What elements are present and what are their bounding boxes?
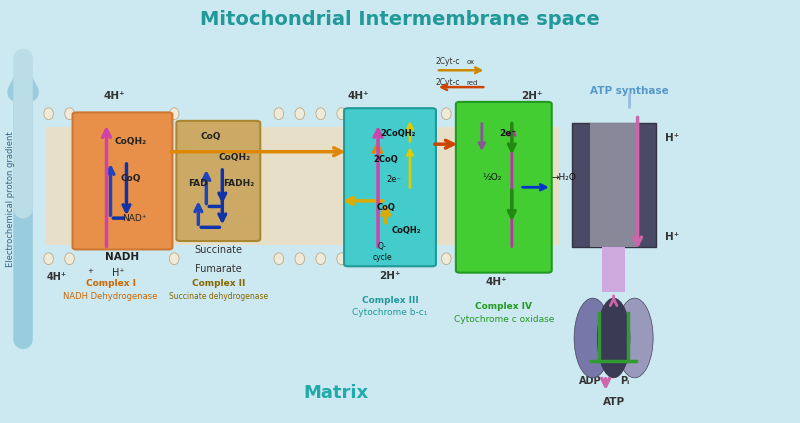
Text: CoQH₂: CoQH₂ <box>218 153 250 162</box>
Text: ADP: ADP <box>579 376 602 386</box>
FancyBboxPatch shape <box>602 247 626 291</box>
Ellipse shape <box>442 253 451 265</box>
FancyBboxPatch shape <box>572 123 655 247</box>
Text: Complex III: Complex III <box>362 296 418 305</box>
Ellipse shape <box>337 108 346 120</box>
Ellipse shape <box>337 253 346 265</box>
Text: FAD: FAD <box>189 179 208 188</box>
Text: 2H⁺: 2H⁺ <box>521 91 542 101</box>
FancyBboxPatch shape <box>590 123 637 247</box>
Text: NAD⁺: NAD⁺ <box>122 214 146 222</box>
Ellipse shape <box>65 253 74 265</box>
Ellipse shape <box>598 298 630 378</box>
Text: H⁺: H⁺ <box>665 133 679 143</box>
Text: Mitochondrial Intermembrane space: Mitochondrial Intermembrane space <box>200 10 600 29</box>
Text: →H₂O: →H₂O <box>552 173 577 182</box>
Text: +: + <box>88 268 94 274</box>
Text: Fumarate: Fumarate <box>195 264 242 274</box>
Text: H⁺: H⁺ <box>665 232 679 242</box>
Text: ox: ox <box>466 59 474 65</box>
Text: Matrix: Matrix <box>303 384 369 402</box>
Text: 2Cyt-c: 2Cyt-c <box>436 78 461 88</box>
Ellipse shape <box>316 253 326 265</box>
Ellipse shape <box>274 108 284 120</box>
Text: Cytochrome c oxidase: Cytochrome c oxidase <box>454 315 554 324</box>
Text: 2Cyt-c: 2Cyt-c <box>436 58 461 66</box>
FancyBboxPatch shape <box>456 102 552 273</box>
Text: ½O₂: ½O₂ <box>482 173 502 182</box>
Text: NADH: NADH <box>106 252 139 261</box>
Text: CoQH₂: CoQH₂ <box>391 226 421 235</box>
Ellipse shape <box>44 253 54 265</box>
Text: Electrochemical proton gradient: Electrochemical proton gradient <box>6 131 14 266</box>
Text: FADH₂: FADH₂ <box>222 179 254 188</box>
Text: 2H⁺: 2H⁺ <box>379 271 401 280</box>
Text: 2CoQ: 2CoQ <box>374 155 398 164</box>
Text: NADH Dehydrogenase: NADH Dehydrogenase <box>63 291 158 301</box>
FancyBboxPatch shape <box>73 113 172 250</box>
Text: Complex IV: Complex IV <box>475 302 532 311</box>
FancyBboxPatch shape <box>176 121 260 241</box>
Text: Succinate: Succinate <box>194 245 242 255</box>
Text: 2CoQH₂: 2CoQH₂ <box>380 129 416 138</box>
Ellipse shape <box>316 108 326 120</box>
Ellipse shape <box>65 108 74 120</box>
Ellipse shape <box>170 253 179 265</box>
Text: 2e⁻: 2e⁻ <box>499 129 516 138</box>
Text: 4H⁺: 4H⁺ <box>104 91 126 101</box>
Text: 2e⁻: 2e⁻ <box>386 175 402 184</box>
Text: 4H⁺: 4H⁺ <box>46 272 66 282</box>
Text: ATP: ATP <box>602 397 625 407</box>
Text: Complex II: Complex II <box>192 279 245 288</box>
Ellipse shape <box>274 253 284 265</box>
Text: ATP synthase: ATP synthase <box>590 86 669 96</box>
Text: CoQ: CoQ <box>377 203 395 212</box>
FancyBboxPatch shape <box>344 108 436 266</box>
Text: Q-
cycle: Q- cycle <box>372 242 392 261</box>
Ellipse shape <box>295 108 305 120</box>
Text: 4H⁺: 4H⁺ <box>485 277 506 287</box>
Text: CoQH₂: CoQH₂ <box>114 137 146 146</box>
FancyBboxPatch shape <box>45 127 560 245</box>
Text: red: red <box>466 80 478 86</box>
Text: CoQ: CoQ <box>120 174 141 183</box>
Ellipse shape <box>44 108 54 120</box>
Text: Cytochrome b-c₁: Cytochrome b-c₁ <box>352 308 428 318</box>
Ellipse shape <box>170 108 179 120</box>
Text: Succinate dehydrogenase: Succinate dehydrogenase <box>169 291 268 301</box>
Ellipse shape <box>442 108 451 120</box>
Text: H⁺: H⁺ <box>112 268 125 277</box>
Text: Complex I: Complex I <box>86 279 135 288</box>
Ellipse shape <box>574 298 611 378</box>
Text: CoQ: CoQ <box>200 132 221 141</box>
Ellipse shape <box>295 253 305 265</box>
Text: Pᵢ: Pᵢ <box>620 376 630 386</box>
Ellipse shape <box>616 298 653 378</box>
Text: 4H⁺: 4H⁺ <box>347 91 369 101</box>
